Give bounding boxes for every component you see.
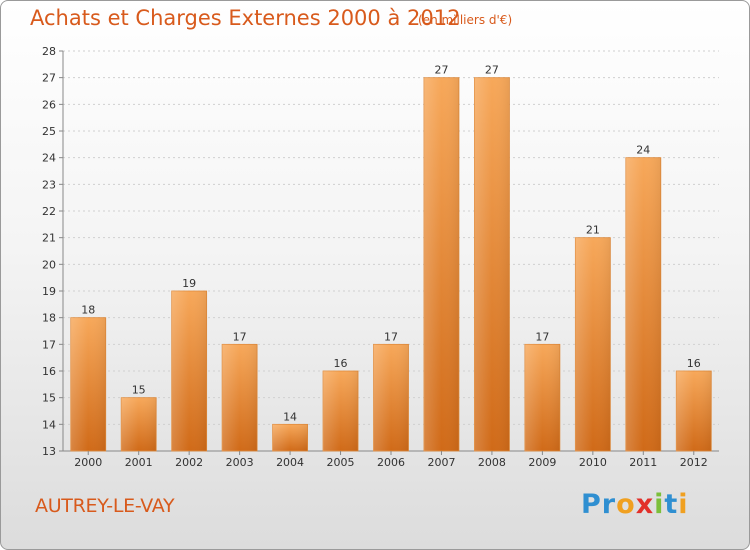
bar-shine: [323, 371, 359, 451]
bar-shine: [171, 291, 207, 451]
y-tick-label: 13: [42, 445, 56, 458]
logo-letter: r: [601, 489, 617, 520]
town-name: AUTREY-LE-VAY: [35, 495, 175, 517]
data-label: 27: [485, 64, 499, 77]
y-tick-label: 26: [42, 98, 56, 111]
bar-shine: [474, 77, 510, 452]
x-tick-label: 2010: [579, 456, 607, 469]
y-tick-label: 28: [42, 45, 56, 58]
logo-letter: i: [678, 489, 689, 520]
bar-shine: [373, 344, 409, 451]
x-tick-label: 2008: [478, 456, 506, 469]
y-tick-label: 20: [42, 258, 56, 271]
y-tick-label: 24: [42, 152, 56, 165]
y-tick-label: 27: [42, 72, 56, 85]
y-tick-label: 18: [42, 312, 56, 325]
x-tick-label: 2003: [226, 456, 254, 469]
chart-subtitle: (en milliers d'€): [418, 13, 513, 27]
logo-letter: x: [635, 489, 655, 520]
x-tick-label: 2012: [680, 456, 708, 469]
y-tick-label: 23: [42, 178, 56, 191]
bar-shine: [625, 157, 661, 451]
data-label: 16: [334, 357, 348, 370]
y-tick-label: 15: [42, 392, 56, 405]
y-tick-label: 21: [42, 232, 56, 245]
data-label: 14: [283, 410, 297, 423]
data-label: 15: [132, 384, 146, 397]
x-tick-label: 2005: [327, 456, 355, 469]
x-tick-label: 2009: [528, 456, 556, 469]
bar-shine: [524, 344, 560, 451]
x-tick-label: 2006: [377, 456, 405, 469]
bar-shine: [423, 77, 459, 452]
bar-shine: [676, 371, 712, 451]
bar-shine: [575, 237, 611, 451]
y-tick-label: 25: [42, 125, 56, 138]
data-label: 18: [81, 304, 95, 317]
data-label: 17: [233, 330, 247, 343]
data-label: 17: [384, 330, 398, 343]
data-label: 24: [636, 144, 650, 157]
x-tick-label: 2001: [125, 456, 153, 469]
y-tick-label: 17: [42, 338, 56, 351]
data-label: 19: [182, 277, 196, 290]
x-tick-label: 2000: [74, 456, 102, 469]
bar-shine: [70, 317, 106, 451]
y-tick-label: 16: [42, 365, 56, 378]
logo-letter: i: [654, 489, 665, 520]
logo-letter: P: [581, 489, 602, 520]
y-tick-label: 19: [42, 285, 56, 298]
y-tick-label: 14: [42, 418, 56, 431]
x-tick-label: 2002: [175, 456, 203, 469]
x-tick-label: 2007: [427, 456, 455, 469]
data-label: 21: [586, 224, 600, 237]
bar-shine: [272, 424, 308, 451]
data-label: 17: [535, 330, 549, 343]
data-label: 16: [687, 357, 701, 370]
y-tick-label: 22: [42, 205, 56, 218]
bar-shine: [121, 397, 157, 451]
proxiti-logo: Proxiti: [581, 489, 689, 520]
bar-shine: [222, 344, 258, 451]
logo-letter: o: [616, 489, 636, 520]
x-tick-label: 2004: [276, 456, 304, 469]
chart-title: Achats et Charges Externes 2000 à 2012: [30, 6, 461, 30]
x-tick-label: 2011: [629, 456, 657, 469]
data-label: 27: [434, 64, 448, 77]
logo-letter: t: [664, 489, 679, 520]
